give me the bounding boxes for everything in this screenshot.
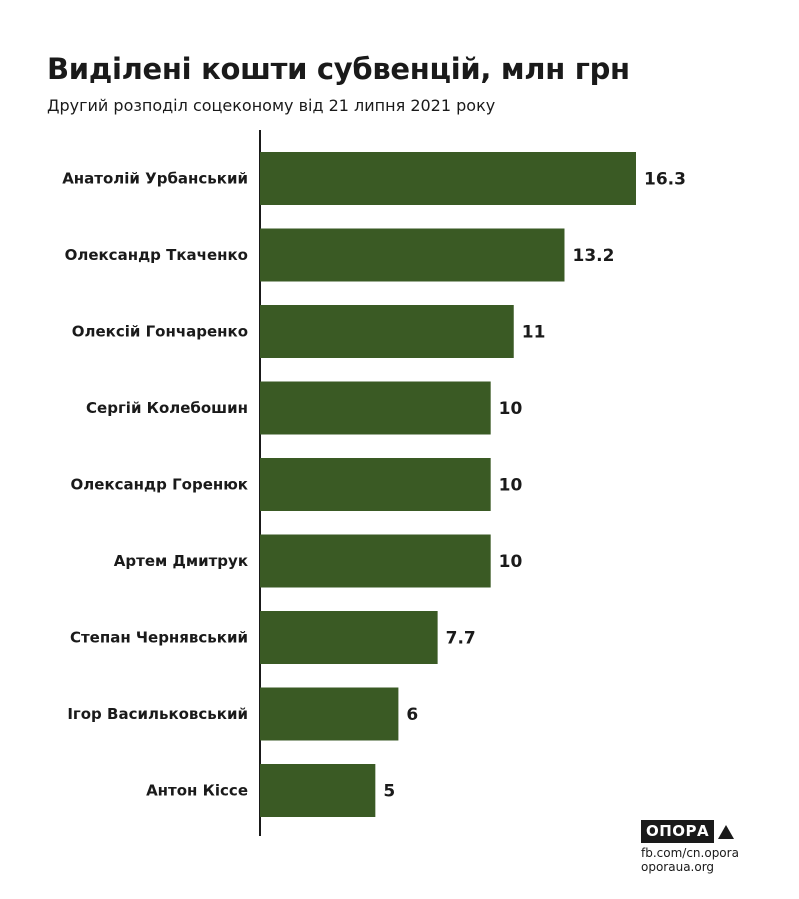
- bar: [260, 381, 491, 435]
- bar: [260, 152, 636, 205]
- value-label: 16.3: [644, 170, 686, 190]
- value-label: 13.2: [572, 246, 614, 266]
- bar: [260, 458, 491, 511]
- value-label: 5: [383, 782, 395, 802]
- website-link[interactable]: oporaua.org: [641, 860, 715, 874]
- chart-title: Виділені кошти субвенцій, млн грн: [47, 52, 630, 86]
- bar: [260, 611, 438, 664]
- value-label: 6: [406, 705, 418, 725]
- category-label: Олександр Ткаченко: [65, 246, 248, 264]
- category-label: Ігор Васильковський: [67, 705, 248, 723]
- chart-subtitle: Другий розподіл соцеконому від 21 липня …: [47, 96, 496, 115]
- value-label: 10: [499, 399, 523, 419]
- value-label: 10: [499, 476, 523, 496]
- category-label: Анатолій Урбанський: [62, 170, 248, 188]
- facebook-link[interactable]: fb.com/cn.opora: [641, 846, 739, 860]
- source-links: fb.com/cn.opora oporaua.org: [641, 846, 739, 874]
- value-label: 10: [499, 552, 523, 572]
- category-label: Артем Дмитрук: [114, 552, 248, 570]
- bar: [260, 534, 491, 588]
- category-label: Олександр Горенюк: [71, 476, 248, 494]
- triangle-icon: [718, 824, 735, 839]
- bar: [260, 764, 376, 817]
- logo-text: ОПОРА: [641, 820, 715, 843]
- bar: [260, 305, 514, 358]
- opora-logo: ОПОРА: [641, 820, 735, 843]
- value-label: 7.7: [446, 629, 476, 649]
- category-label: Степан Чернявський: [70, 629, 248, 647]
- value-label: 11: [522, 323, 546, 343]
- category-label: Сергій Колебошин: [86, 399, 248, 417]
- bar: [260, 228, 565, 282]
- category-label: Антон Кіссе: [146, 782, 248, 800]
- category-label: Олексій Гончаренко: [72, 323, 248, 341]
- bar-chart: Анатолій Урбанський 16.3 Олександр Ткаченк…: [62, 130, 686, 836]
- bar: [260, 687, 399, 741]
